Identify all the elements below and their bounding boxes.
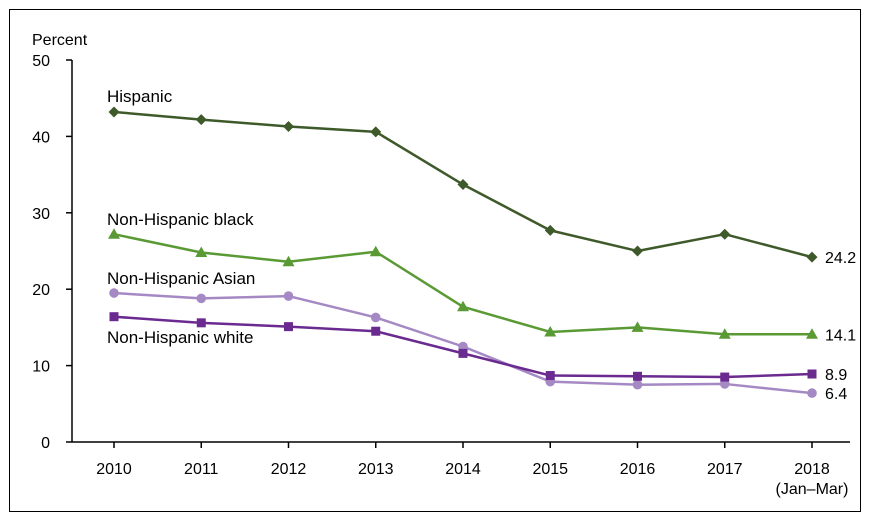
data-point [196,114,207,125]
series-name-label: Hispanic [107,87,173,106]
data-point [633,380,643,390]
data-point [284,291,294,301]
data-point [633,372,642,381]
x-tick-label: 2015 [532,461,568,478]
x-tick-label: 2017 [707,461,743,478]
data-point [109,106,120,117]
data-point [457,301,469,312]
x-tick-label: 2012 [271,461,307,478]
x-tick-label: 2011 [184,461,219,478]
data-point [459,349,468,358]
x-tick-label: 2018 [794,461,830,478]
end-value-label: 14.1 [825,327,856,344]
x-tick-label: 2013 [358,461,394,478]
data-point [807,252,818,263]
x-tick-sublabel: (Jan–Mar) [776,481,849,498]
y-tick-label: 20 [32,282,50,299]
data-point [719,229,730,240]
y-tick-label: 30 [32,206,50,223]
data-point [546,371,555,380]
x-tick-label: 2016 [620,461,656,478]
series-hispanic [109,106,818,262]
y-tick-label: 40 [32,129,50,146]
end-value-label: 8.9 [825,367,847,384]
data-point [632,246,643,257]
data-point [197,318,206,327]
data-point [371,327,380,336]
end-value-label: 6.4 [825,386,847,403]
data-point [196,294,206,304]
series-name-label: Non-Hispanic white [107,328,253,347]
data-point [371,313,381,323]
data-point [545,225,556,236]
data-point [808,370,817,379]
y-tick-label: 0 [41,435,50,452]
series-labels: Hispanic 24.2 Non-Hispanic black 14.1 Non-Hi… [107,87,856,403]
y-axis-title: Percent [32,32,88,49]
data-point [458,179,469,190]
data-point [109,288,119,298]
data-point [720,373,729,382]
series-name-label: Non-Hispanic Asian [107,269,255,288]
x-tick-label: 2014 [445,461,481,478]
data-point [283,121,294,132]
data-point [284,322,293,331]
y-tick-label: 10 [32,359,50,376]
series-lines [108,106,818,397]
data-point [110,312,119,321]
x-tick-label: 2010 [96,461,132,478]
y-tick-label: 50 [32,53,50,70]
data-point [807,388,817,398]
data-point [108,228,120,239]
end-value-label: 24.2 [825,250,856,267]
data-point [370,126,381,137]
series-name-label: Non-Hispanic black [107,210,254,229]
